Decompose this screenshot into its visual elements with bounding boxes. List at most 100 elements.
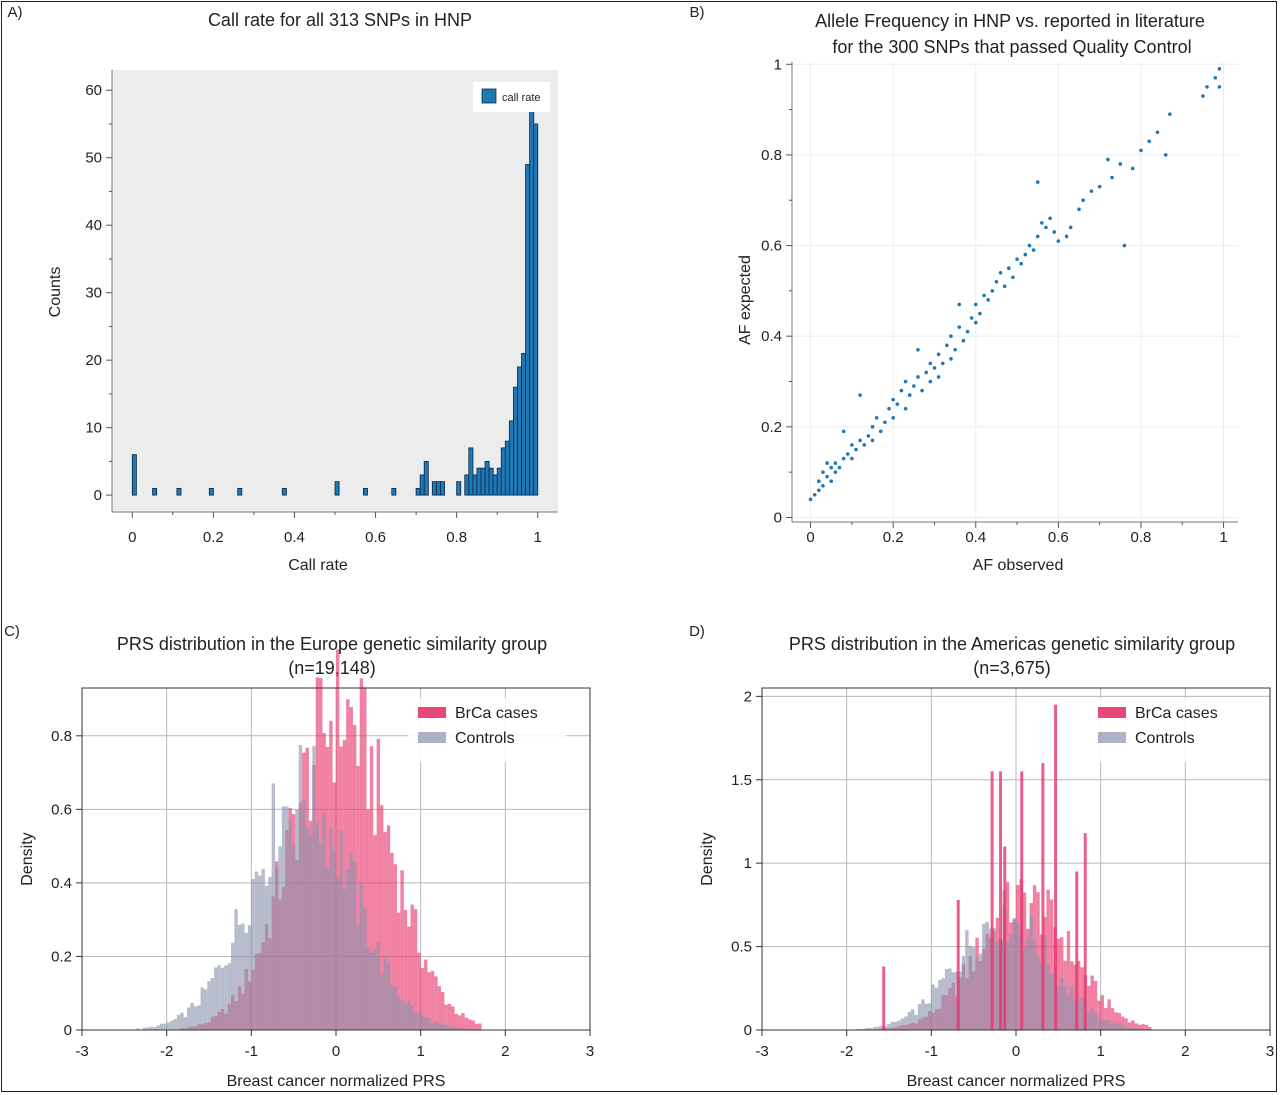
- x-tick-label: 0.2: [883, 529, 904, 546]
- legend-swatch: [418, 732, 446, 743]
- legend-label: Controls: [455, 730, 515, 747]
- scatter-point: [978, 311, 982, 316]
- histogram-bar: [308, 835, 313, 1030]
- chart-title: Call rate for all 313 SNPs in HNP: [208, 10, 472, 30]
- histogram-bar: [1124, 1018, 1128, 1030]
- histogram-bar: [1043, 935, 1047, 1030]
- histogram-bar: [1049, 973, 1054, 1030]
- histogram-bar: [342, 739, 347, 1030]
- histogram-bar: [281, 487, 287, 496]
- histogram-bar: [302, 799, 306, 1030]
- histogram-bar: [1087, 1012, 1091, 1030]
- y-tick-label: 50: [85, 150, 102, 167]
- scatter-point: [1077, 207, 1081, 212]
- histogram-bar: [1127, 1027, 1132, 1030]
- histogram-bar: [956, 899, 960, 1030]
- x-tick-label: 0.6: [1048, 529, 1069, 546]
- scatter-point: [1040, 221, 1044, 225]
- histogram-bar: [1046, 964, 1050, 1030]
- scatter-point: [916, 347, 920, 352]
- histogram-bar: [468, 447, 474, 496]
- histogram-bar: [407, 1000, 411, 1030]
- histogram-bar: [480, 467, 486, 496]
- scatter-point: [973, 302, 978, 307]
- legend-swatch: [418, 707, 446, 718]
- histogram-bar: [244, 932, 248, 1030]
- histogram-bar: [434, 1021, 438, 1030]
- histogram-bar: [1144, 1024, 1149, 1030]
- histogram-bar: [1137, 1024, 1142, 1030]
- histogram-bar: [468, 1019, 472, 1030]
- histogram-bar: [1097, 1000, 1101, 1030]
- histogram-bar: [386, 825, 391, 1030]
- histogram-bar: [1110, 1024, 1115, 1030]
- scatter-point: [928, 379, 933, 384]
- histogram-bar: [146, 1027, 150, 1030]
- histogram-bar: [419, 474, 425, 496]
- histogram-bar: [346, 699, 350, 1030]
- histogram-bar: [440, 481, 445, 496]
- histogram-bar: [288, 819, 292, 1030]
- x-tick-label: 0: [806, 529, 814, 546]
- histogram-bar: [461, 1028, 465, 1030]
- scatter-point: [866, 434, 871, 438]
- histogram-bar: [525, 164, 531, 496]
- scatter-point: [1118, 162, 1123, 166]
- histogram-bar: [437, 1023, 441, 1030]
- x-axis-label: Call rate: [288, 557, 348, 574]
- y-tick-label: 1: [774, 56, 782, 73]
- scatter-point: [850, 443, 854, 447]
- histogram-bar: [457, 1028, 462, 1030]
- y-tick-label: 0.6: [761, 238, 782, 255]
- histogram-bar: [1066, 930, 1071, 1030]
- scatter-point: [1011, 275, 1015, 280]
- y-axis-label: Density: [699, 832, 716, 885]
- histogram-bar: [396, 912, 401, 1030]
- scatter-point: [841, 429, 846, 434]
- histogram-bar: [521, 353, 527, 496]
- chart-title: PRS distribution in the Europe genetic s…: [117, 634, 547, 654]
- histogram-bar: [1148, 1026, 1152, 1030]
- scatter-point: [1048, 216, 1052, 221]
- chart-subtitle: (n=3,675): [973, 658, 1051, 678]
- histogram-bar: [227, 963, 232, 1030]
- x-tick-label: 2: [501, 1043, 509, 1060]
- scatter-point: [837, 465, 842, 470]
- scatter-point: [854, 447, 858, 452]
- x-tick-label: 0: [128, 529, 136, 546]
- legend-swatch: [481, 88, 497, 104]
- histogram-bar: [400, 999, 404, 1030]
- histogram-bar: [210, 978, 215, 1030]
- histogram-bar: [366, 947, 370, 1030]
- histogram-bar: [1120, 1026, 1125, 1030]
- histogram-bar: [447, 1003, 452, 1030]
- histogram-bar: [927, 1003, 932, 1030]
- histogram-bar: [1134, 1028, 1138, 1030]
- x-tick-label: 0.4: [965, 529, 986, 546]
- x-tick-label: 0.2: [203, 529, 224, 546]
- histogram-bar: [995, 941, 1000, 1030]
- histogram-bar: [992, 927, 996, 1030]
- histogram-bar: [131, 454, 137, 496]
- scatter-point: [982, 293, 986, 298]
- x-tick-label: -3: [75, 1043, 88, 1060]
- x-tick-label: 0.4: [284, 529, 305, 546]
- scatter-point: [1089, 189, 1094, 193]
- histogram-bar: [393, 986, 397, 1030]
- scatter-point: [1205, 85, 1209, 89]
- histogram-bar: [166, 1022, 171, 1030]
- histogram-bar: [153, 1027, 157, 1030]
- scatter-point: [973, 320, 978, 325]
- scatter-point: [833, 470, 838, 474]
- histogram-bar: [396, 996, 401, 1030]
- histogram-bar: [435, 481, 441, 496]
- scatter-point: [878, 429, 883, 434]
- scatter-point: [1031, 248, 1036, 252]
- scatter-point: [895, 402, 900, 406]
- histogram-bar: [496, 467, 502, 496]
- histogram-bar: [883, 1026, 888, 1030]
- histogram-bar: [391, 487, 397, 496]
- scatter-point: [899, 388, 904, 393]
- histogram-bar: [268, 876, 272, 1030]
